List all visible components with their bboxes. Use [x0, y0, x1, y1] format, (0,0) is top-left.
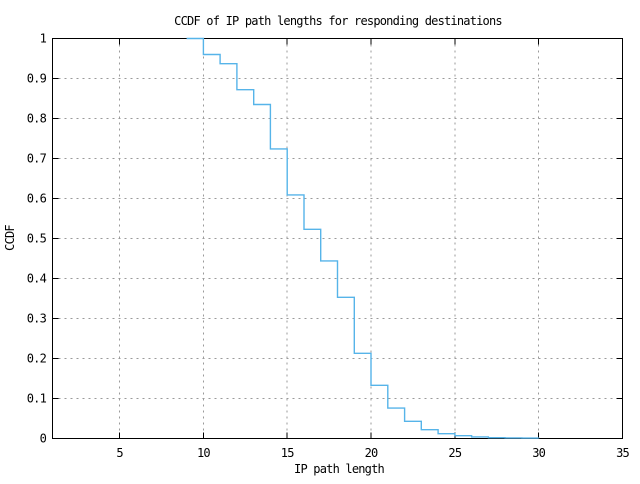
y-tick-label: 1 [40, 32, 47, 46]
y-tick-label: 0.2 [27, 352, 47, 366]
x-tick-label: 15 [281, 446, 294, 460]
y-tick-label: 0 [40, 432, 47, 446]
x-tick-label: 30 [532, 446, 545, 460]
y-tick-label: 0.3 [27, 312, 47, 326]
y-tick-label: 0.4 [27, 272, 47, 286]
y-tick-label: 0.8 [27, 112, 47, 126]
y-axis-label: CCDF [3, 225, 17, 251]
y-tick-label: 0.5 [27, 232, 47, 246]
plot-border [52, 38, 623, 439]
y-tick-label: 0.1 [27, 392, 47, 406]
x-tick-label: 35 [616, 446, 629, 460]
x-tick-label: 20 [365, 446, 378, 460]
y-tick-label: 0.6 [27, 192, 47, 206]
label-layer: 5 10 15 20 25 30 35 0 0.1 0.2 0.3 0.4 0.5 0.6 0.7 0.8 0.… [27, 32, 631, 461]
grid-layer [52, 38, 623, 439]
x-tick-label: 10 [197, 446, 210, 460]
ccdf-step-curve [186, 37, 540, 439]
y-tick-label: 0.7 [27, 152, 47, 166]
y-tick-label: 0.9 [27, 72, 47, 86]
x-axis-label: IP path length [294, 462, 385, 476]
x-tick-label: 25 [448, 446, 461, 460]
x-tick-label: 5 [116, 446, 123, 460]
chart-title: CCDF of IP path lengths for responding d… [174, 14, 502, 28]
